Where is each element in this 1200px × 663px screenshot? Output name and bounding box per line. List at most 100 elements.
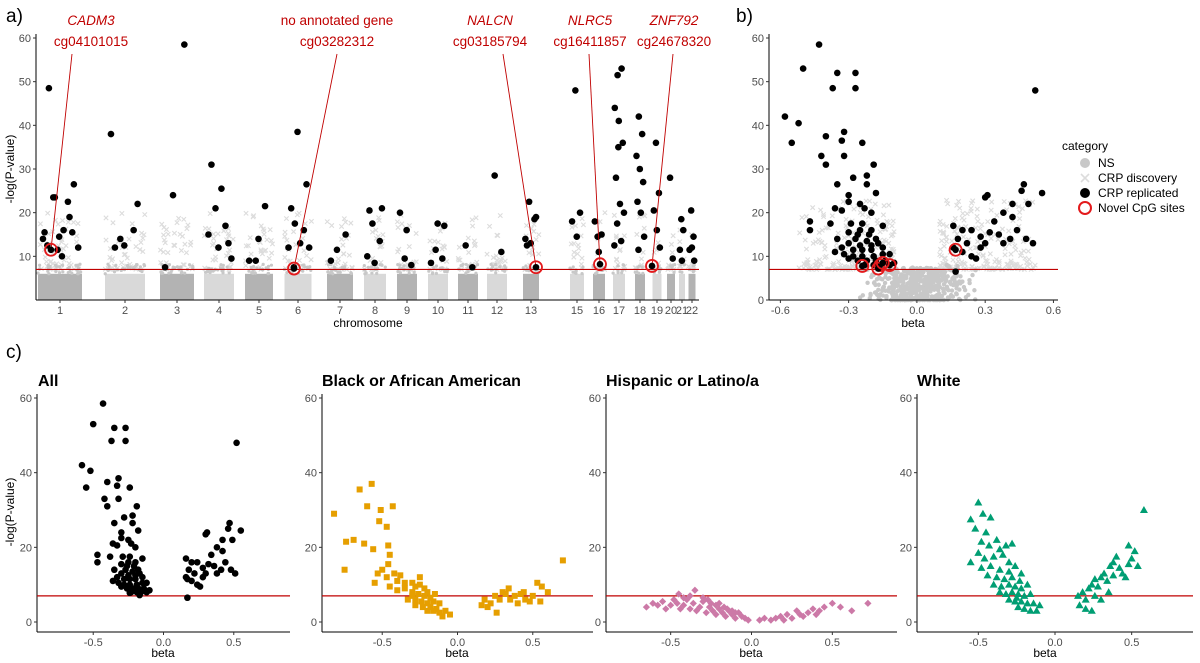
data-point xyxy=(427,594,434,601)
replicated-point xyxy=(870,161,877,168)
data-point xyxy=(699,597,707,606)
data-point xyxy=(436,600,443,607)
novel-ring xyxy=(44,242,58,257)
manhattan-replicated-points xyxy=(39,41,698,271)
discovery-point xyxy=(119,210,125,217)
replicated-point xyxy=(829,84,837,92)
subplot-x-tick-label: -0.5 xyxy=(969,637,988,649)
discovery-point xyxy=(888,233,894,239)
replicated-point xyxy=(656,244,664,251)
discovery-point xyxy=(435,239,441,245)
discovery-point xyxy=(162,240,168,246)
legend-discovery-marker xyxy=(1080,173,1090,183)
ns-point xyxy=(227,271,231,275)
replicated-point xyxy=(950,222,957,230)
volcano-y-tick-label: 20 xyxy=(752,208,764,220)
annotation-cpg-label: cg03185794 xyxy=(453,34,528,49)
discovery-point xyxy=(181,216,187,222)
replicated-point xyxy=(872,189,880,197)
data-point xyxy=(966,558,975,566)
discovery-point xyxy=(959,259,965,265)
replicated-point xyxy=(111,244,119,251)
ns-point xyxy=(57,265,62,269)
ns-point xyxy=(494,271,498,275)
discovery-point xyxy=(941,255,948,261)
replicated-point xyxy=(635,246,642,254)
discovery-point xyxy=(655,240,661,246)
discovery-point xyxy=(210,231,217,237)
ns-point xyxy=(633,270,637,274)
chromosome-band-18 xyxy=(635,273,645,300)
replicated-point xyxy=(847,220,855,227)
ns-point xyxy=(915,293,921,298)
data-point xyxy=(502,591,509,597)
ns-point xyxy=(46,263,50,267)
ns-point xyxy=(142,263,146,267)
ns-point xyxy=(956,296,962,302)
discovery-point xyxy=(176,215,182,221)
ns-point xyxy=(669,264,673,268)
volcano-replicated-points xyxy=(781,41,1046,276)
replicated-point xyxy=(591,218,599,225)
ns-point xyxy=(574,269,578,273)
ns-point xyxy=(375,271,379,276)
ns-point xyxy=(930,276,935,281)
discovery-point xyxy=(982,230,988,237)
ns-point xyxy=(927,279,932,285)
data-point xyxy=(185,566,193,574)
replicated-point xyxy=(363,253,371,260)
data-point xyxy=(712,601,720,609)
manhattan-x-tick-label: 3 xyxy=(174,305,180,317)
ns-point xyxy=(112,270,117,274)
ns-point xyxy=(914,284,919,290)
data-point xyxy=(217,566,225,574)
discovery-point xyxy=(863,198,869,204)
discovery-point xyxy=(470,223,476,229)
discovery-point xyxy=(456,257,462,263)
discovery-point xyxy=(641,225,647,231)
data-point xyxy=(1075,601,1084,609)
data-point xyxy=(127,540,135,547)
discovery-point xyxy=(165,231,171,237)
replicated-point xyxy=(833,180,841,188)
ns-point xyxy=(641,271,645,275)
data-point xyxy=(487,600,494,607)
replicated-point xyxy=(620,209,628,216)
discovery-point xyxy=(469,217,475,223)
ns-point xyxy=(919,271,924,276)
volcano-background-points xyxy=(796,197,1038,303)
discovery-point xyxy=(967,246,973,252)
annotation-gene-label: no annotated gene xyxy=(281,13,394,28)
discovery-point xyxy=(677,239,683,245)
discovery-point xyxy=(140,235,146,241)
ns-point xyxy=(882,280,888,286)
replicated-point xyxy=(879,244,887,251)
discovery-point xyxy=(1008,251,1014,257)
replicated-point xyxy=(107,130,115,138)
discovery-point xyxy=(185,222,191,228)
discovery-point xyxy=(1002,246,1008,252)
data-point xyxy=(989,552,998,560)
replicated-point xyxy=(845,255,852,262)
replicated-point xyxy=(954,235,962,243)
discovery-point xyxy=(75,220,81,227)
ns-point xyxy=(593,272,598,276)
discovery-point xyxy=(1016,204,1022,210)
annotation-gene-label: NALCN xyxy=(467,13,513,28)
data-point xyxy=(139,586,146,594)
replicated-point xyxy=(676,246,684,254)
ns-point xyxy=(904,273,909,279)
novel-point xyxy=(952,246,959,254)
data-point xyxy=(680,601,688,609)
discovery-point xyxy=(960,234,967,240)
discovery-point xyxy=(206,226,212,232)
replicated-point xyxy=(849,174,857,182)
annotation-leader-line xyxy=(293,53,338,269)
discovery-point xyxy=(267,227,273,233)
replicated-point xyxy=(986,229,994,236)
chromosome-band-11 xyxy=(458,273,478,300)
ns-point xyxy=(161,271,165,275)
discovery-point xyxy=(823,253,829,260)
